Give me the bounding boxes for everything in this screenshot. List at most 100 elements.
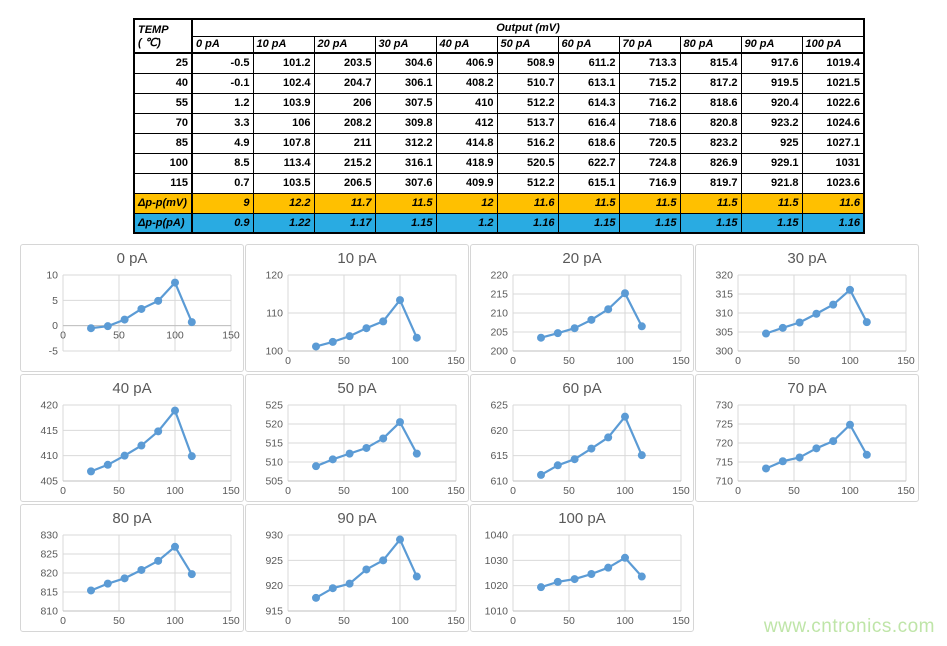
chart-svg: 80 pA 810 815 820 825 830 0 50 100 150 (40, 510, 239, 627)
cell-value: 826.9 (679, 152, 742, 174)
chart-90-pa: 90 pA 915 920 925 930 0 50 100 150 (245, 504, 469, 632)
y-tick-label: 405 (40, 476, 58, 488)
data-point-marker (621, 412, 629, 421)
data-point-marker (362, 565, 371, 574)
cell-value: 1.15 (618, 212, 681, 234)
data-point-marker (312, 462, 320, 471)
chart-title: 30 pA (787, 250, 826, 267)
x-tick-label: 50 (338, 615, 350, 627)
col-header-30pa: 30 pA (374, 35, 437, 54)
y-tick-label: 320 (715, 270, 733, 282)
cell-value: 4.9 (191, 132, 254, 154)
data-point-marker (154, 556, 163, 565)
cell-value: 520.5 (496, 152, 559, 174)
chart-60-pa: 60 pA 610 615 620 625 0 50 100 150 (470, 374, 694, 502)
data-point-marker (120, 315, 129, 324)
y-tick-label: 625 (490, 400, 508, 412)
data-point-marker (412, 572, 421, 581)
x-tick-label: 0 (510, 485, 516, 497)
data-point-marker (137, 441, 146, 450)
data-point-marker (328, 337, 337, 346)
data-point-marker (537, 333, 545, 342)
data-point-marker (537, 470, 545, 479)
row-label: 40 (133, 72, 193, 94)
col-header-20pa: 20 pA (313, 35, 376, 54)
cell-value: 516.2 (496, 132, 559, 154)
chart-40-pa: 40 pA 405 410 415 420 0 50 100 150 (20, 374, 244, 502)
cell-value: 1021.5 (801, 72, 865, 94)
cell-value: 513.7 (496, 112, 559, 134)
cell-value: 921.8 (740, 172, 803, 194)
temp-header-line1: TEMP (138, 23, 169, 36)
y-tick-label: 510 (265, 457, 283, 469)
x-tick-label: 100 (841, 355, 859, 367)
cell-value: -0.1 (191, 72, 254, 94)
chart-title: 60 pA (562, 380, 601, 397)
x-tick-label: 150 (897, 355, 915, 367)
row-label: 100 (133, 152, 193, 174)
chart-svg: 70 pA 710 715 720 725 730 0 50 100 150 (715, 380, 914, 497)
y-tick-label: 110 (266, 308, 283, 320)
x-tick-label: 100 (166, 330, 184, 342)
data-point-marker (537, 583, 545, 592)
y-tick-label: 100 (265, 346, 283, 358)
data-point-marker (637, 451, 646, 460)
cell-value: 815.4 (679, 52, 742, 74)
chart-100-pa: 100 pA 1010 1020 1030 1040 0 50 100 150 (470, 504, 694, 632)
y-tick-label: -5 (49, 346, 58, 358)
cell-value: 304.6 (374, 52, 437, 74)
x-tick-label: 50 (113, 615, 125, 627)
x-tick-label: 100 (391, 355, 409, 367)
data-point-marker (621, 289, 629, 298)
cell-value: 1.15 (679, 212, 742, 234)
cell-value: 312.2 (374, 132, 437, 154)
data-point-marker (553, 461, 562, 470)
output-table: TEMP ( ℃) Output (mV) 0 pA 10 pA 20 pA 30 p… (133, 18, 865, 234)
x-tick-label: 0 (510, 355, 516, 367)
cell-value: 306.1 (374, 72, 437, 94)
x-tick-label: 150 (447, 355, 465, 367)
x-tick-label: 100 (391, 485, 409, 497)
y-tick-label: 415 (40, 425, 58, 437)
y-tick-label: 615 (490, 450, 508, 462)
cell-value: 512.2 (496, 172, 559, 194)
data-point-marker (87, 467, 95, 476)
data-point-marker (396, 535, 404, 544)
cell-value: 716.2 (618, 92, 681, 114)
data-point-marker (637, 322, 646, 331)
x-tick-label: 0 (60, 330, 66, 342)
y-tick-label: 420 (40, 400, 58, 412)
cell-value: 11.7 (313, 192, 376, 214)
y-tick-label: 210 (490, 308, 508, 320)
output-header-cell: Output (mV) (191, 18, 865, 37)
cell-value: 103.5 (252, 172, 315, 194)
x-tick-label: 50 (563, 355, 575, 367)
cell-value: 622.7 (557, 152, 620, 174)
cell-value: 613.1 (557, 72, 620, 94)
y-tick-label: 300 (715, 346, 733, 358)
cell-value: 406.9 (435, 52, 498, 74)
cell-value: 716.9 (618, 172, 681, 194)
table-row: 85 4.9 107.8 211 312.2 414.8 516.2 618.6 720.5 82… (133, 132, 865, 154)
cell-value: 11.6 (496, 192, 559, 214)
cell-value: 309.8 (374, 112, 437, 134)
y-tick-label: 820 (40, 568, 58, 580)
data-point-marker (570, 324, 579, 333)
data-point-marker (171, 278, 179, 287)
data-point-marker (829, 300, 838, 309)
cell-value: 3.3 (191, 112, 254, 134)
chart-10-pa: 10 pA 100 110 120 0 50 100 150 (245, 244, 469, 372)
chart-svg: 50 pA 505 510 515 520 525 0 50 100 150 (265, 380, 464, 497)
cell-value: 414.8 (435, 132, 498, 154)
table-row: 55 1.2 103.9 206 307.5 410 512.2 614.3 716.2 818.… (133, 92, 865, 114)
data-point-marker (187, 452, 196, 461)
row-label: Δp-p(mV) (133, 192, 193, 214)
cell-value: 508.9 (496, 52, 559, 74)
data-point-marker (379, 434, 388, 443)
cell-value: 408.2 (435, 72, 498, 94)
cell-value: 0.9 (191, 212, 254, 234)
cell-value: 1027.1 (801, 132, 865, 154)
data-point-marker (604, 433, 613, 442)
x-tick-label: 0 (285, 355, 291, 367)
